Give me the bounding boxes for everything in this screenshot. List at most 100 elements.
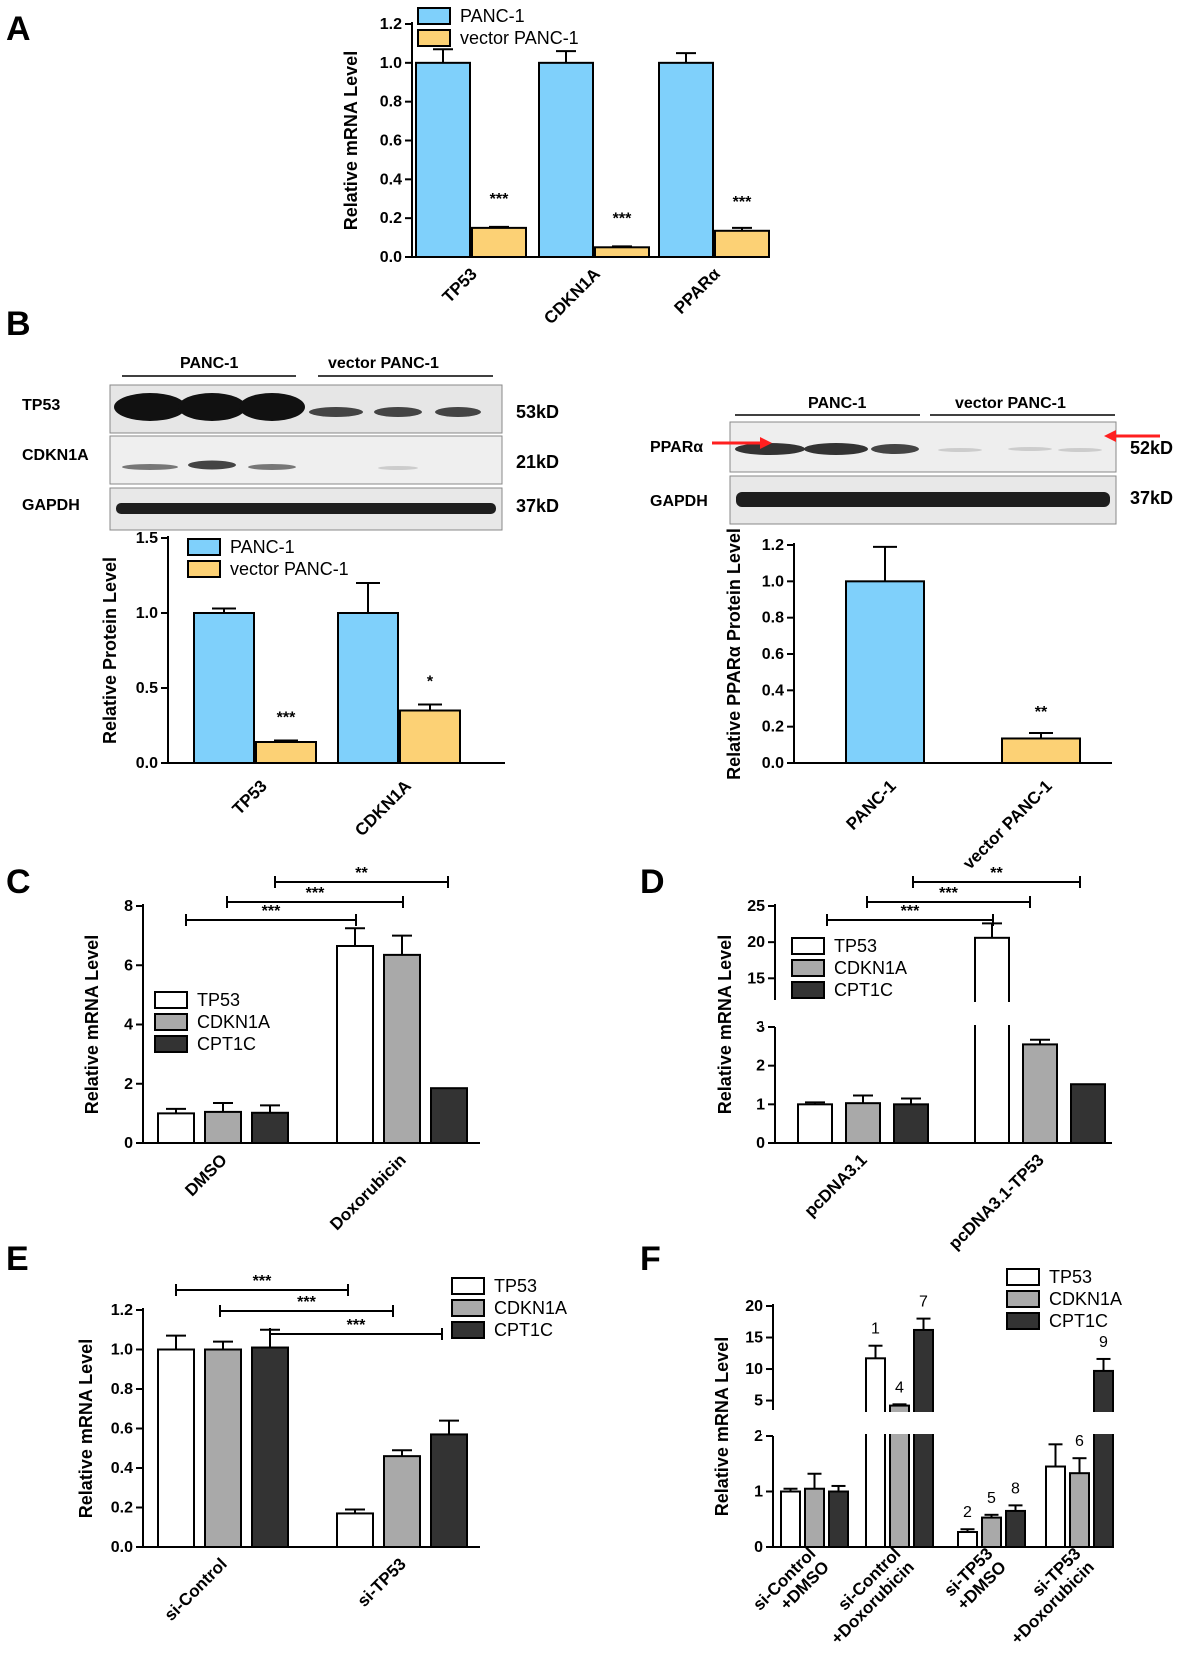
bar-cdkn1a xyxy=(1069,1472,1090,1549)
legend-label: CPT1C xyxy=(1049,1311,1108,1331)
x-tick-label: si-TP53+DMSO xyxy=(940,1544,1010,1614)
significance-label: *** xyxy=(613,210,632,227)
x-tick-label: si-TP53 xyxy=(354,1554,410,1610)
blot-band xyxy=(178,393,246,421)
y-tick-label: 0.4 xyxy=(762,682,784,699)
legend-label: TP53 xyxy=(197,990,240,1010)
panel-A: A 0.0 0.2 0.4 0.6 0.8 1.0 1.2 Relative mRNA Lev… xyxy=(6,6,770,328)
blot-group-label-vector: vector PANC-1 xyxy=(328,355,439,372)
x-tick-label: si-Control+Doxorubicin xyxy=(814,1544,918,1648)
y-tick-label: 0.8 xyxy=(762,610,784,627)
bar-panc1 xyxy=(658,61,714,259)
x-tick-label: si-TP53+Doxorubicin xyxy=(994,1544,1098,1648)
y-axis-label: Relative mRNA Level xyxy=(712,1337,732,1516)
y-tick-label: 2 xyxy=(124,1076,133,1093)
bar-tp53 xyxy=(974,936,1010,1144)
y-tick-label: 2 xyxy=(754,1428,763,1445)
bar-tp53 xyxy=(336,944,374,1145)
legend-swatch xyxy=(154,991,188,1009)
panel-label-D: D xyxy=(640,863,665,901)
blot-band xyxy=(804,443,868,455)
bar-cpt1c xyxy=(1005,1509,1026,1549)
y-tick-label: 0.0 xyxy=(762,755,784,772)
bar-cpt1c xyxy=(430,1087,468,1144)
legend-swatch xyxy=(1006,1268,1040,1286)
legend-swatch xyxy=(451,1299,485,1317)
bar-cdkn1a xyxy=(981,1516,1002,1548)
bar-cdkn1a xyxy=(204,1110,242,1145)
blot-mw-37kd: 37kD xyxy=(516,496,559,516)
bar-tp53 xyxy=(797,1103,833,1145)
x-tick-label: DMSO xyxy=(181,1150,230,1199)
bar-vector-panc1 xyxy=(714,229,770,259)
significance-label: *** xyxy=(490,191,509,208)
y-tick-label: 2 xyxy=(756,1058,765,1075)
blot-strip-cdkn1a xyxy=(109,435,503,485)
legend-label: CDKN1A xyxy=(1049,1289,1122,1309)
y-tick-label: 0.6 xyxy=(380,133,402,150)
bar-cpt1c xyxy=(893,1103,929,1145)
bar-cdkn1a xyxy=(804,1487,825,1548)
bar-vector-panc1 xyxy=(1001,737,1081,764)
point-label: 8 xyxy=(1011,1480,1020,1497)
chart-b-protein: 0.0 0.5 1.0 1.5 Relative Protein Level *** TP5… xyxy=(100,530,505,840)
panel-label-F: F xyxy=(640,1240,661,1278)
y-tick-label: 20 xyxy=(747,934,765,951)
bar-cdkn1a xyxy=(383,1455,421,1549)
legend-label: PANC-1 xyxy=(230,537,295,557)
x-tick-label: CDKN1A xyxy=(540,264,604,328)
y-tick-label: 0 xyxy=(754,1539,763,1556)
y-tick-label: 1.2 xyxy=(111,1302,133,1319)
bar-cpt1c xyxy=(1070,1083,1106,1145)
legend-swatch xyxy=(1006,1290,1040,1308)
legend-swatch xyxy=(417,7,451,25)
chart-a: 0.0 0.2 0.4 0.6 0.8 1.0 1.2 Relative mRNA Level… xyxy=(341,6,770,328)
bar-cpt1c xyxy=(251,1111,289,1144)
y-tick-label: 0.0 xyxy=(136,755,158,772)
red-arrow-right-head xyxy=(1104,430,1116,442)
western-blot-right: PANC-1 vector PANC-1 PPARα 52kD GAPDH 37… xyxy=(650,395,1173,525)
legend-label: CDKN1A xyxy=(494,1298,567,1318)
panel-label-B: B xyxy=(6,305,31,343)
y-tick-label: 0.6 xyxy=(111,1421,133,1438)
bracket-label: *** xyxy=(262,903,281,920)
bracket-label: ** xyxy=(990,865,1003,882)
x-tick-label: si-Control+DMSO xyxy=(749,1544,833,1628)
blot-row-label-cdkn1a: CDKN1A xyxy=(22,447,89,464)
bracket-label: *** xyxy=(347,1317,366,1334)
y-tick-label: 20 xyxy=(745,1298,763,1315)
x-tick-label: vector PANC-1 xyxy=(959,776,1056,873)
x-tick-label: TP53 xyxy=(439,264,481,306)
bar-cpt1c xyxy=(430,1433,468,1549)
blot-band xyxy=(188,460,236,470)
y-tick-label: 0.2 xyxy=(380,210,402,227)
legend-label: PANC-1 xyxy=(460,6,525,26)
blot-group-label-panc1: PANC-1 xyxy=(180,355,238,372)
western-blot-left: PANC-1 vector PANC-1 TP53 53kD CDKN1A 21… xyxy=(22,355,559,531)
y-tick-label: 0 xyxy=(756,1135,765,1152)
y-tick-label: 4 xyxy=(124,1017,133,1034)
y-tick-label: 0.2 xyxy=(111,1500,133,1517)
bracket-label: *** xyxy=(253,1273,272,1290)
point-label: 2 xyxy=(963,1504,972,1521)
bar-tp53 xyxy=(157,1112,195,1144)
legend-swatch xyxy=(154,1013,188,1031)
panel-label-A: A xyxy=(6,10,31,48)
y-tick-label: 0.4 xyxy=(380,171,402,188)
bar-cdkn1a xyxy=(845,1102,881,1145)
bracket-label: ** xyxy=(355,865,368,882)
point-label: 5 xyxy=(987,1490,996,1507)
legend-swatch xyxy=(187,560,221,578)
significance-label: ** xyxy=(1035,704,1048,721)
panel-label-C: C xyxy=(6,863,31,901)
y-tick-label: 6 xyxy=(124,957,133,974)
y-tick-label: 0.8 xyxy=(380,94,402,111)
bar-tp53 xyxy=(780,1490,801,1548)
bar-cdkn1a xyxy=(383,953,421,1144)
y-tick-label: 1.0 xyxy=(762,573,784,590)
bar-vector-panc1 xyxy=(399,709,461,764)
y-tick-label: 0.0 xyxy=(111,1539,133,1556)
legend-swatch xyxy=(451,1321,485,1339)
